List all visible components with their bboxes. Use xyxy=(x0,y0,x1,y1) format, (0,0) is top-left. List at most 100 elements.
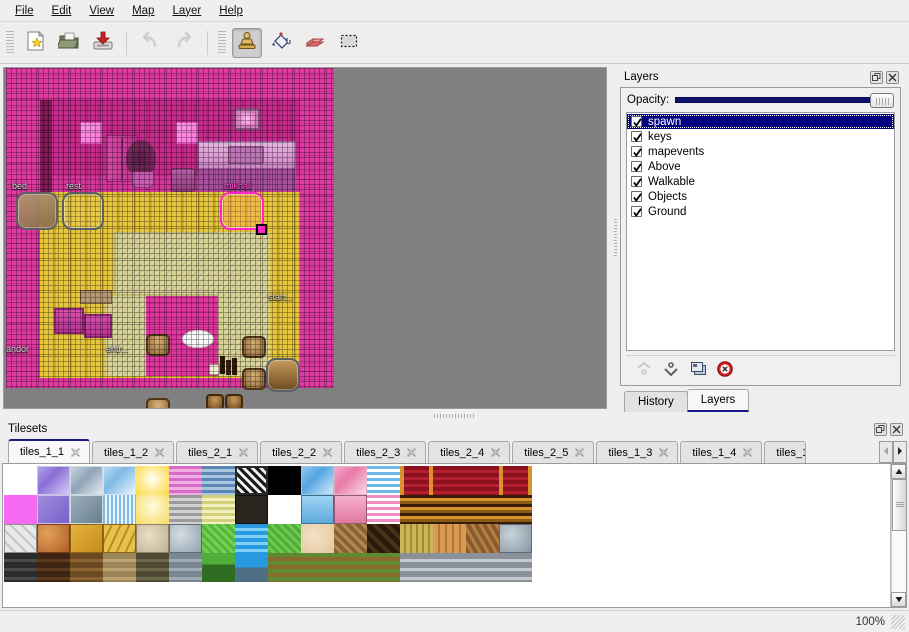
lower-layer-button[interactable] xyxy=(661,361,681,381)
layer-row-ground[interactable]: Ground xyxy=(627,204,894,219)
map-viewport[interactable]: bed rest mikhail andor entr... start... xyxy=(3,67,607,409)
tileset-tile[interactable] xyxy=(400,553,433,582)
tileset-tile[interactable] xyxy=(268,466,301,495)
tileset-tile[interactable] xyxy=(433,553,466,582)
tileset-tile[interactable] xyxy=(37,495,70,524)
menu-edit[interactable]: Edit xyxy=(43,3,81,19)
layer-visibility-checkbox[interactable] xyxy=(631,161,642,173)
float-icon[interactable] xyxy=(870,70,883,84)
tab-close-icon[interactable] xyxy=(658,447,669,458)
toolbar-drag-handle[interactable] xyxy=(6,30,14,55)
map-canvas[interactable]: bed rest mikhail andor entr... start... xyxy=(6,68,334,408)
float-icon[interactable] xyxy=(874,422,887,436)
tileset-tile[interactable] xyxy=(499,553,532,582)
tileset-tile[interactable] xyxy=(466,495,499,524)
close-icon[interactable] xyxy=(890,422,903,436)
layer-row-walkable[interactable]: Walkable xyxy=(627,174,894,189)
tileset-tab-tiles_2_4[interactable]: tiles_2_4 xyxy=(428,441,511,463)
stamp-tool-button[interactable] xyxy=(232,27,262,58)
tab-close-icon[interactable] xyxy=(154,447,165,458)
tileset-tile[interactable] xyxy=(37,524,70,553)
scrollbar-thumb[interactable] xyxy=(892,479,906,531)
object-rect-start[interactable] xyxy=(266,358,300,392)
tab-close-icon[interactable] xyxy=(490,447,501,458)
tileset-tile[interactable] xyxy=(37,466,70,495)
tileset-tile[interactable] xyxy=(466,553,499,582)
scrollbar-track[interactable] xyxy=(891,479,906,592)
tileset-tile[interactable] xyxy=(136,524,169,553)
tileset-tile[interactable] xyxy=(169,524,202,553)
object-resize-handle[interactable] xyxy=(256,224,267,235)
tileset-tab-tiles_1_2[interactable]: tiles_1_2 xyxy=(92,441,175,463)
opacity-slider-handle[interactable] xyxy=(870,93,894,108)
tileset-tile[interactable] xyxy=(367,553,400,582)
tileset-tile[interactable] xyxy=(367,466,400,495)
scroll-up-button[interactable] xyxy=(891,464,906,479)
tileset-tile[interactable] xyxy=(136,495,169,524)
tileset-tile[interactable] xyxy=(37,553,70,582)
tileset-tab-tiles_2_3[interactable]: tiles_2_3 xyxy=(344,441,427,463)
tileset-tile[interactable] xyxy=(301,466,334,495)
tileset-tile[interactable] xyxy=(202,495,235,524)
tileset-tile[interactable] xyxy=(400,466,433,495)
tileset-grid[interactable] xyxy=(4,466,890,582)
tileset-tile[interactable] xyxy=(268,553,301,582)
menu-view[interactable]: View xyxy=(80,3,123,19)
tileset-tile[interactable] xyxy=(334,495,367,524)
tileset-tile[interactable] xyxy=(4,466,37,495)
tileset-tile[interactable] xyxy=(499,466,532,495)
vertical-splitter[interactable] xyxy=(612,64,618,412)
tab-close-icon[interactable] xyxy=(406,447,417,458)
tileset-tile[interactable] xyxy=(169,553,202,582)
tab-close-icon[interactable] xyxy=(70,447,81,458)
tileset-tile[interactable] xyxy=(268,495,301,524)
tileset-tile[interactable] xyxy=(235,495,268,524)
layer-visibility-checkbox[interactable] xyxy=(631,116,642,128)
tileset-tile[interactable] xyxy=(433,495,466,524)
raise-layer-button[interactable] xyxy=(634,361,654,381)
menu-file[interactable]: File xyxy=(6,3,43,19)
tileset-tile[interactable] xyxy=(136,553,169,582)
tileset-tile[interactable] xyxy=(70,524,103,553)
undo-button[interactable] xyxy=(135,28,165,58)
tileset-tile[interactable] xyxy=(466,466,499,495)
layer-row-spawn[interactable]: spawn xyxy=(627,114,894,129)
layer-row-objects[interactable]: Objects xyxy=(627,189,894,204)
duplicate-layer-button[interactable] xyxy=(688,361,708,381)
menu-help[interactable]: Help xyxy=(210,3,252,19)
tileset-tile[interactable] xyxy=(70,495,103,524)
opacity-slider[interactable] xyxy=(675,92,894,108)
layer-visibility-checkbox[interactable] xyxy=(631,191,642,203)
tileset-tile[interactable] xyxy=(70,553,103,582)
tileset-tile[interactable] xyxy=(4,553,37,582)
tab-history[interactable]: History xyxy=(624,391,688,412)
tileset-tile[interactable] xyxy=(499,495,532,524)
scroll-down-button[interactable] xyxy=(891,592,906,607)
tileset-tile[interactable] xyxy=(169,466,202,495)
tab-close-icon[interactable] xyxy=(238,447,249,458)
object-rect-bed[interactable] xyxy=(16,192,58,230)
object-rect-mikhail[interactable] xyxy=(220,192,264,230)
tab-close-icon[interactable] xyxy=(742,447,753,458)
tileset-tile[interactable] xyxy=(433,466,466,495)
close-icon[interactable] xyxy=(886,70,899,84)
tileset-tile[interactable] xyxy=(334,553,367,582)
tileset-tile[interactable] xyxy=(202,466,235,495)
tileset-view[interactable] xyxy=(2,463,907,608)
tileset-tile[interactable] xyxy=(103,553,136,582)
layer-visibility-checkbox[interactable] xyxy=(631,176,642,188)
save-map-button[interactable] xyxy=(88,28,118,58)
tab-scroll-next-button[interactable] xyxy=(893,441,907,463)
tileset-tile[interactable] xyxy=(301,524,334,553)
tileset-tile[interactable] xyxy=(334,524,367,553)
tileset-tile[interactable] xyxy=(367,495,400,524)
redo-button[interactable] xyxy=(169,28,199,58)
tileset-tile[interactable] xyxy=(4,524,37,553)
tileset-tile[interactable] xyxy=(70,466,103,495)
tileset-tile[interactable] xyxy=(400,495,433,524)
tileset-tile[interactable] xyxy=(202,553,235,582)
tileset-tile[interactable] xyxy=(136,466,169,495)
eraser-tool-button[interactable] xyxy=(300,28,330,58)
tileset-tab-tiles_1_3[interactable]: tiles_1_3 xyxy=(596,441,679,463)
tileset-tab-tiles_2_5[interactable]: tiles_2_5 xyxy=(512,441,595,463)
